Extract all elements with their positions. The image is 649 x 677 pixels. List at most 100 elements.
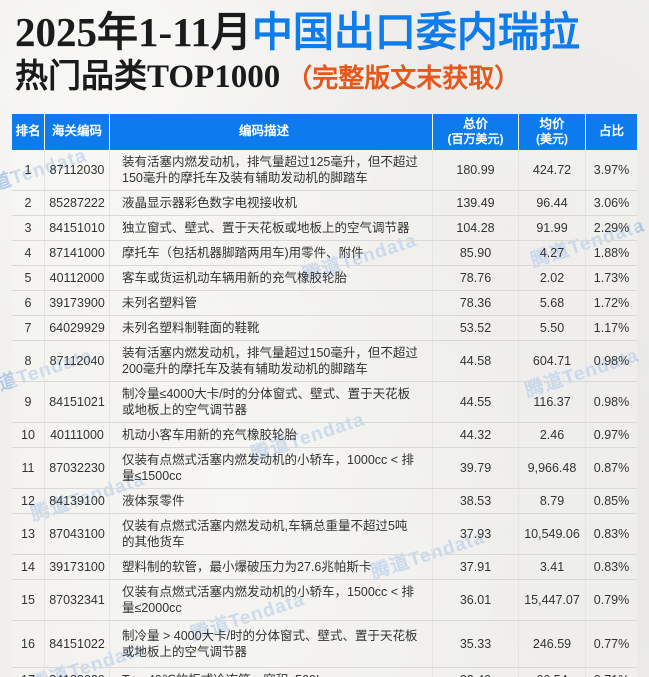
cell-share: 0.85% <box>593 493 630 508</box>
title-period: 2025年1-11月 <box>15 9 252 55</box>
header-description: 编码描述 <box>110 113 433 150</box>
table-row: 3 84151010 独立窗式、壁式、置于天花板或地板上的空气调节器 104.28 91… <box>12 215 637 241</box>
cell-desc: 制冷量≤4000大卡/时的分体窗式、壁式、置于天花板或地板上的空气调节器 <box>110 381 433 422</box>
table-row: 11 87032230 仅装有点燃式活塞内燃发动机的小轿车，1000cc < 排量≤… <box>12 447 637 489</box>
header-hs-code-label: 海关编码 <box>51 124 102 138</box>
cell-rank: 2 <box>12 190 45 215</box>
cell-avg: 116.37 <box>519 381 586 422</box>
cell-rank: 3 <box>12 215 45 240</box>
cell-total: 32.40 <box>433 667 519 677</box>
table-row: 12 84139100 液体泵零件 38.53 8.79 0.85% <box>12 488 637 514</box>
cell-share: 0.98% <box>593 353 630 368</box>
table-body: 1 87112030 装有活塞内燃发动机，排气量超过125毫升，但不超过150毫升的… <box>12 149 637 677</box>
header-avg-price-unit: (美元) <box>536 131 568 146</box>
cell-code: 84139100 <box>45 488 110 513</box>
header-total-value-label: 总价 <box>462 116 488 131</box>
cell-rank: 17 <box>12 667 45 677</box>
cell-share: 3.97% <box>593 162 630 177</box>
table-row: 1784183029T > -40℃的柜式冷冻箱，容积≤500L32.4066.… <box>12 667 637 677</box>
cell-share: 2.29% <box>593 220 630 235</box>
cell-rank: 16 <box>12 620 45 667</box>
table-row: 4 87141000 摩托车（包括机器脚踏两用车)用零件、附件 85.90 4.27 1.… <box>12 240 637 266</box>
header-hs-code: 海关编码 <box>45 113 110 150</box>
cell-share: 0.71% <box>586 668 637 677</box>
cell-desc: 制冷量 > 4000大卡/时的分体窗式、壁式、置于天花板或地板上的空气调节器 <box>110 620 433 667</box>
header-rank-label: 排名 <box>15 124 41 138</box>
cell-desc: 液晶显示器彩色数字电视接收机 <box>110 190 433 215</box>
cell-desc: 未列名塑料管 <box>110 290 433 315</box>
title-note: （完整版文末获取） <box>286 63 521 93</box>
cell-avg: 5.68 <box>519 290 586 315</box>
cell-total: 37.91 <box>433 554 519 579</box>
cell-avg: 604.71 <box>519 340 586 381</box>
cell-avg: 91.99 <box>519 215 586 240</box>
cell-desc: 摩托车（包括机器脚踏两用车)用零件、附件 <box>110 240 433 265</box>
cell-total: 53.52 <box>433 315 519 340</box>
header-share: 占比 <box>586 114 637 150</box>
cell-avg: 10,549.06 <box>519 513 586 554</box>
title-top1000: 热门品类TOP1000 <box>15 58 281 95</box>
cell-avg: 5.50 <box>519 315 586 340</box>
cell-avg: 9,966.48 <box>519 447 586 488</box>
cell-avg: 4.27 <box>519 240 586 265</box>
cell-code: 84151010 <box>45 215 110 240</box>
cell-code: 87112040 <box>45 340 110 381</box>
cell-rank: 14 <box>12 554 45 579</box>
cell-share: 0.87% <box>593 460 630 475</box>
cell-desc: 仅装有点燃式活塞内燃发动机,车辆总重量不超过5吨的其他货车 <box>110 513 433 554</box>
cell-desc: 塑料制的软管，最小爆破压力为27.6兆帕斯卡 <box>110 554 433 579</box>
cell-share: 1.88% <box>593 245 630 260</box>
cell-desc: 独立窗式、壁式、置于天花板或地板上的空气调节器 <box>110 215 433 240</box>
cell-total: 39.79 <box>433 447 519 488</box>
table-row: 1 87112030 装有活塞内燃发动机，排气量超过125毫升，但不超过150毫升的… <box>12 149 637 191</box>
cell-code: 87032230 <box>45 447 110 488</box>
cell-total: 37.93 <box>433 513 519 554</box>
page-title: 2025年1-11月中国出口委内瑞拉 热门品类TOP1000 （完整版文末获取） <box>0 0 649 98</box>
cell-total: 38.53 <box>433 488 519 513</box>
cell-rank: 10 <box>12 422 45 447</box>
cell-desc: 仅装有点燃式活塞内燃发动机的小轿车，1500cc < 排量≤2000cc <box>110 579 433 620</box>
cell-rank: 11 <box>12 447 45 488</box>
cell-desc: 液体泵零件 <box>110 488 433 513</box>
cell-total: 36.01 <box>433 579 519 620</box>
cell-share: 1.17% <box>593 320 630 335</box>
cell-total: 44.58 <box>433 340 519 381</box>
table-row: 2 85287222 液晶显示器彩色数字电视接收机 139.49 96.44 3.06% <box>12 190 637 216</box>
header-rank: 排名 <box>12 113 45 150</box>
table-row: 13 87043100 仅装有点燃式活塞内燃发动机,车辆总重量不超过5吨的其他货车 3… <box>12 513 637 555</box>
cell-code: 40111000 <box>45 422 110 447</box>
cell-share: 1.72% <box>593 295 630 310</box>
cell-desc: 未列名塑料制鞋面的鞋靴 <box>110 315 433 340</box>
title-line2: 热门品类TOP1000 （完整版文末获取） <box>15 58 635 98</box>
cell-code: 84183029 <box>45 667 110 677</box>
header-share-label: 占比 <box>598 124 624 138</box>
header-total-value-unit: (百万美元) <box>447 131 504 146</box>
cell-code: 84151022 <box>45 620 110 667</box>
header-avg-price-label: 均价 <box>539 116 565 131</box>
cell-rank: 1 <box>12 149 45 190</box>
cell-total: 139.49 <box>433 190 519 215</box>
cell-share: 0.83% <box>593 526 630 541</box>
table-row: 10 40111000 机动小客车用新的充气橡胶轮胎 44.32 2.46 0.97% <box>12 422 637 448</box>
table-row: 14 39173100 塑料制的软管，最小爆破压力为27.6兆帕斯卡 37.91 3.4… <box>12 554 637 580</box>
cell-rank: 12 <box>12 488 45 513</box>
cell-rank: 4 <box>12 240 45 265</box>
cell-code: 87043100 <box>45 513 110 554</box>
cell-code: 85287222 <box>45 190 110 215</box>
cell-desc: 机动小客车用新的充气橡胶轮胎 <box>110 422 433 447</box>
cell-total: 44.32 <box>433 422 519 447</box>
ranking-table: 排名 海关编码 编码描述 总价 (百万美元) 均价 (美元) 占比 1 87112… <box>12 113 637 677</box>
cell-avg: 3.41 <box>519 554 586 579</box>
cell-avg: 2.46 <box>519 422 586 447</box>
cell-share: 3.06% <box>593 195 630 210</box>
title-line1: 2025年1-11月中国出口委内瑞拉 <box>15 9 635 56</box>
table-row: 8 87112040 装有活塞内燃发动机，排气量超过150毫升，但不超过200毫升的… <box>12 340 637 382</box>
title-trade-direction: 中国出口委内瑞拉 <box>251 9 580 55</box>
cell-share: 0.98% <box>593 394 630 409</box>
cell-rank: 7 <box>12 315 45 340</box>
cell-total: 78.36 <box>433 290 519 315</box>
cell-desc: 装有活塞内燃发动机，排气量超过125毫升，但不超过150毫升的摩托车及装有辅助发… <box>110 149 433 190</box>
cell-total: 180.99 <box>433 149 519 190</box>
header-avg-price: 均价 (美元) <box>519 113 586 150</box>
